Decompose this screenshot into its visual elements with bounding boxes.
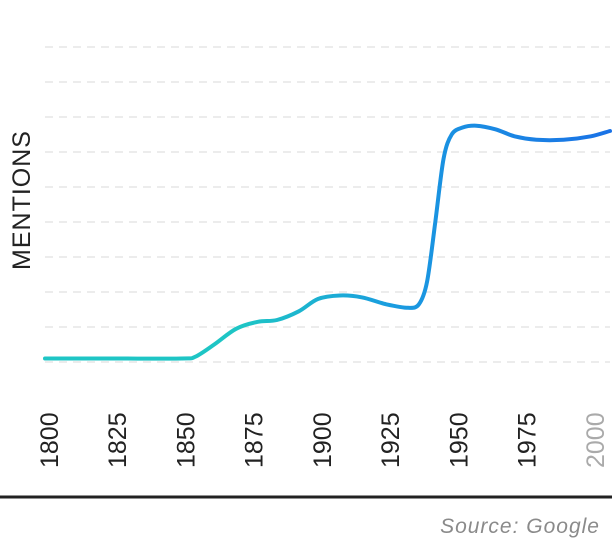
- x-tick-label: 1900: [309, 412, 337, 468]
- x-tick-label: 1825: [104, 412, 132, 468]
- x-tick-label: 2000: [582, 412, 610, 468]
- x-axis-ticks: 1800 1825 1850 1875 1900 1925 1950 1975 2000: [36, 412, 610, 468]
- x-tick-label: 1975: [514, 412, 542, 468]
- x-tick-label: 1950: [445, 412, 473, 468]
- x-tick-label: 1925: [377, 412, 405, 468]
- y-axis-label: MENTIONS: [8, 130, 36, 270]
- x-tick-label: 1850: [173, 412, 201, 468]
- gridlines: [45, 46, 610, 363]
- x-tick-label: 1800: [36, 412, 64, 468]
- source-credit: Source: Google: [440, 515, 600, 538]
- series-line: [43, 123, 612, 361]
- x-tick-label: 1875: [241, 412, 269, 468]
